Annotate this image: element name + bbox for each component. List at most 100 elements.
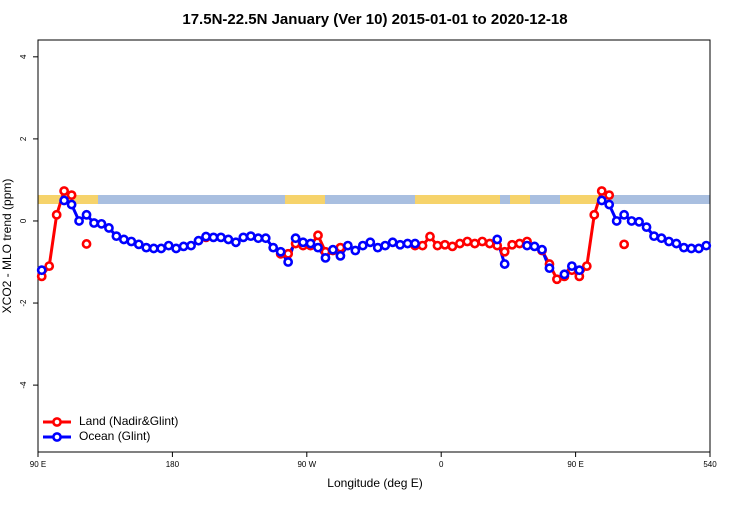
data-point	[529, 241, 540, 252]
data-point	[686, 243, 697, 254]
data-point	[477, 236, 488, 247]
data-point	[611, 216, 622, 226]
data-point	[320, 253, 331, 263]
data-point	[671, 238, 682, 249]
data-point	[641, 222, 652, 233]
y-tick-label: 2	[19, 136, 28, 141]
data-point	[566, 261, 577, 272]
data-point	[469, 238, 480, 249]
data-point	[447, 241, 458, 252]
data-point	[36, 265, 47, 276]
data-point	[305, 238, 316, 249]
data-point	[111, 231, 122, 242]
data-point	[104, 223, 114, 233]
chart-title: 17.5N-22.5N January (Ver 10) 2015-01-01 …	[182, 11, 567, 28]
x-tick-label: 90 E	[30, 460, 46, 469]
data-point	[387, 237, 398, 248]
data-point	[402, 238, 413, 249]
data-point	[678, 242, 689, 253]
data-point	[216, 232, 226, 243]
data-point	[342, 240, 353, 251]
data-point	[260, 233, 271, 244]
data-point	[619, 209, 630, 220]
data-point	[193, 235, 204, 246]
x-tick-label: 540	[703, 460, 717, 469]
data-point	[126, 236, 137, 247]
data-point	[230, 237, 241, 248]
data-point	[432, 240, 443, 251]
data-point	[81, 239, 92, 249]
data-point	[604, 190, 615, 201]
data-point	[201, 231, 211, 242]
data-point	[484, 238, 495, 249]
data-point	[89, 218, 99, 228]
data-point	[275, 246, 286, 257]
data-point	[693, 243, 704, 254]
y-tick-label: -2	[19, 299, 28, 307]
data-point	[372, 242, 383, 253]
data-point	[365, 237, 376, 248]
data-point	[701, 240, 712, 251]
y-tick-label: 4	[19, 54, 28, 59]
y-tick-label: -4	[19, 381, 28, 389]
data-point	[335, 250, 346, 261]
x-tick-label: 180	[166, 460, 180, 469]
data-point	[51, 209, 62, 220]
data-point	[313, 242, 323, 253]
data-point	[619, 239, 630, 250]
data-point	[417, 240, 428, 251]
data-point	[171, 243, 182, 254]
data-point	[283, 248, 294, 259]
data-point	[59, 186, 70, 196]
data-point	[178, 241, 189, 252]
data-point	[522, 240, 532, 251]
data-point	[141, 242, 152, 253]
data-point	[44, 261, 55, 272]
data-point	[268, 242, 279, 253]
data-point	[223, 234, 234, 245]
data-point	[66, 199, 77, 210]
data-point	[335, 242, 346, 253]
data-point	[328, 244, 338, 255]
data-point	[238, 232, 249, 243]
data-point	[544, 263, 555, 274]
data-point	[574, 265, 585, 276]
x-tick-label: 90 E	[567, 460, 583, 469]
data-point	[507, 239, 518, 250]
data-point	[589, 209, 600, 220]
data-point	[425, 231, 435, 242]
plot-area	[36, 186, 712, 285]
legend: Land (Nadir&Glint)Ocean (Glint)	[43, 414, 178, 443]
data-point	[66, 190, 77, 201]
data-point	[283, 257, 294, 267]
legend-marker	[52, 432, 62, 442]
data-point	[552, 274, 562, 285]
data-point	[596, 186, 607, 196]
data-point	[186, 240, 196, 251]
data-point	[350, 245, 361, 256]
data-point	[118, 234, 129, 245]
data-point	[514, 238, 525, 249]
x-tick-label: 90 W	[297, 460, 316, 469]
data-point	[649, 231, 659, 242]
data-point	[395, 239, 406, 250]
data-point	[454, 238, 465, 249]
data-point	[245, 231, 256, 242]
data-point	[492, 234, 503, 245]
data-point	[537, 244, 547, 255]
data-point	[499, 246, 510, 257]
x-tick-label: 0	[439, 460, 444, 469]
data-point	[163, 240, 174, 251]
data-point	[604, 199, 615, 210]
data-point	[559, 269, 570, 280]
data-point	[626, 216, 637, 226]
data-point	[208, 232, 219, 243]
data-point	[96, 218, 107, 229]
data-point	[156, 243, 167, 254]
data-point	[499, 259, 510, 269]
data-point	[298, 237, 308, 248]
data-point	[440, 239, 450, 250]
data-point	[133, 239, 144, 250]
y-axis-label: XCO2 - MLO trend (ppm)	[0, 179, 14, 314]
